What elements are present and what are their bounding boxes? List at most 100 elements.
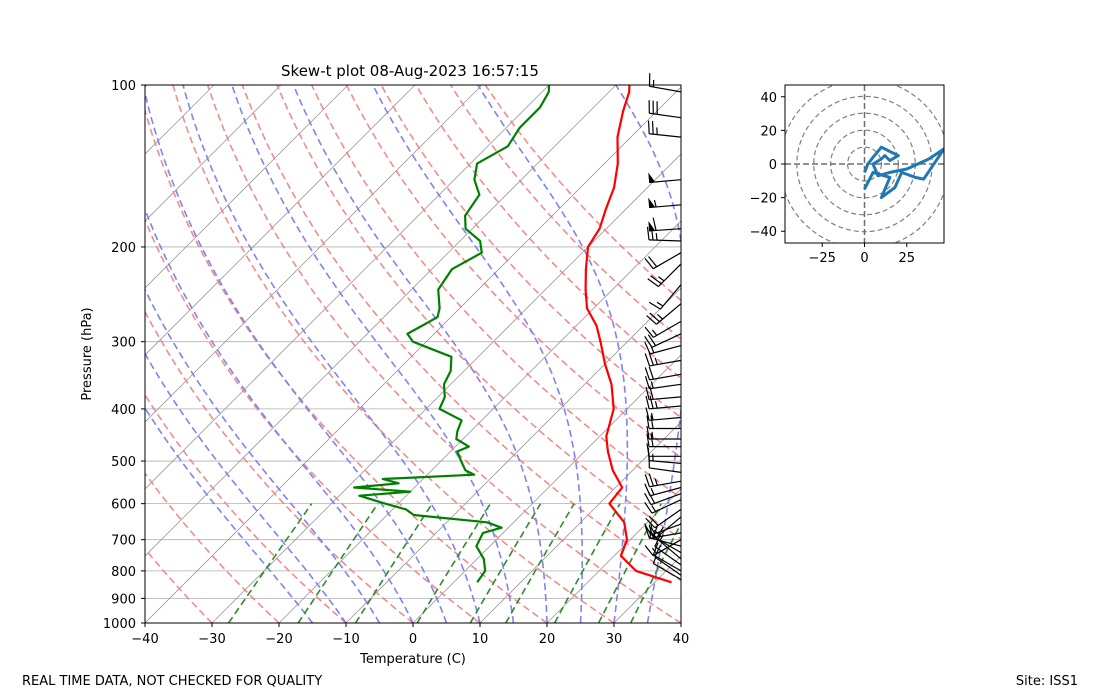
wind-barb-feather [644,501,653,514]
wind-barb-feather [645,517,656,529]
wind-barb-staff [650,523,682,536]
moist-adiabat [145,406,314,623]
wind-barb-feather [647,334,657,346]
x-axis-label: Temperature (C) [359,652,466,667]
wind-barb [644,352,682,367]
wind-barb-staff [656,303,682,325]
wind-barb [648,217,682,232]
isotherm-line [613,555,681,623]
mixing-ratio-line [297,503,379,623]
wind-barb-staff [649,537,682,547]
wind-barb-feather [644,353,651,367]
isotherm-line [345,287,681,623]
wind-barb [645,508,682,529]
dry-adiabat [241,85,681,582]
wind-barb-feather [655,526,664,539]
wind-barb-feather [648,256,658,268]
isotherm-line [278,220,681,623]
wind-barb-feather [652,217,657,231]
y-tick-label: 600 [111,498,136,513]
wind-barb-half-feather [654,357,658,365]
wind-barb-feather [648,73,651,87]
dry-adiabat [415,85,681,380]
wind-barb-half-feather [653,199,657,208]
wind-barb [654,534,682,566]
hodograph-trace [863,145,944,200]
x-tick-label: 40 [673,632,690,647]
wind-barb [646,425,681,440]
wind-barb-flag [648,197,656,208]
wind-barb [654,544,682,576]
mixing-ratio-line [629,521,681,623]
moist-adiabat [292,85,548,623]
wind-barb-feather [645,395,650,409]
wind-barb [647,263,682,288]
wind-barb-feather [656,101,658,115]
isotherm-line [211,153,681,623]
site-label: Site: ISS1 [1015,674,1078,689]
wind-barb-staff [649,480,682,488]
dry-adiabat [172,85,615,623]
wind-barb [644,320,682,338]
x-tick-label: −40 [131,632,158,647]
wind-barb-staff [649,383,682,390]
wind-barb [644,341,682,355]
wind-barb-staff [649,359,682,367]
dry-adiabat [484,85,681,302]
hodograph-y-tick-label: 20 [760,124,777,139]
wind-barb [644,491,682,506]
temperature-trace [584,85,672,584]
moist-adiabat [615,85,681,623]
moist-adiabat [372,85,583,623]
wind-barb-feather [650,275,662,285]
wind-barb-half-feather [658,276,665,282]
wind-barb [652,542,682,572]
wind-barb-feather [644,375,650,389]
quality-notice: REAL TIME DATA, NOT CHECKED FOR QUALITY [22,674,323,689]
wind-barb-feather [646,415,650,429]
mixing-ratio-line [469,503,542,623]
wind-barb-feather [650,226,654,241]
wind-barb-feather [649,524,653,538]
wind-barb [645,386,682,401]
wind-barb [648,284,682,310]
wind-barb-staff [652,320,682,338]
moist-adiabat [145,352,347,623]
wind-barb-feather [644,525,651,539]
hodograph-x-tick-label: 25 [899,251,916,266]
wind-barb [647,120,682,138]
x-tick-label: 0 [409,632,417,647]
wind-barb-feather [646,425,650,440]
wind-barb-half-feather [652,453,654,461]
mixing-ratio-line [505,503,575,623]
wind-barb-feather [645,386,650,400]
wind-barb-half-feather [650,488,655,495]
wind-barb-half-feather [651,505,657,512]
wind-barb [645,395,682,410]
x-tick-label: 20 [539,632,556,647]
wind-barb [652,556,682,581]
wind-barb-feather [644,336,653,348]
wind-barb [644,375,682,390]
wind-barb [655,526,682,560]
wind-barb-half-feather [650,412,654,421]
wind-barb [648,172,682,184]
wind-barb-feather [654,534,662,547]
wind-barb-staff [651,333,682,348]
wind-barb [644,499,682,514]
wind-barb-staff [648,239,682,242]
wind-barb [645,407,682,421]
wind-barb-feather [648,352,654,366]
wind-barb-feather [652,524,659,537]
wind-barb-staff [649,345,682,355]
wind-barb [648,100,682,119]
x-tick-label: −30 [198,632,225,647]
isotherm-line [145,85,550,490]
wind-barb [646,303,682,325]
moist-adiabat [182,85,481,623]
wind-barb [644,473,682,488]
wind-barb-feather [644,258,654,270]
dry-adiabat [145,471,280,623]
wind-barb-staff [654,508,682,529]
